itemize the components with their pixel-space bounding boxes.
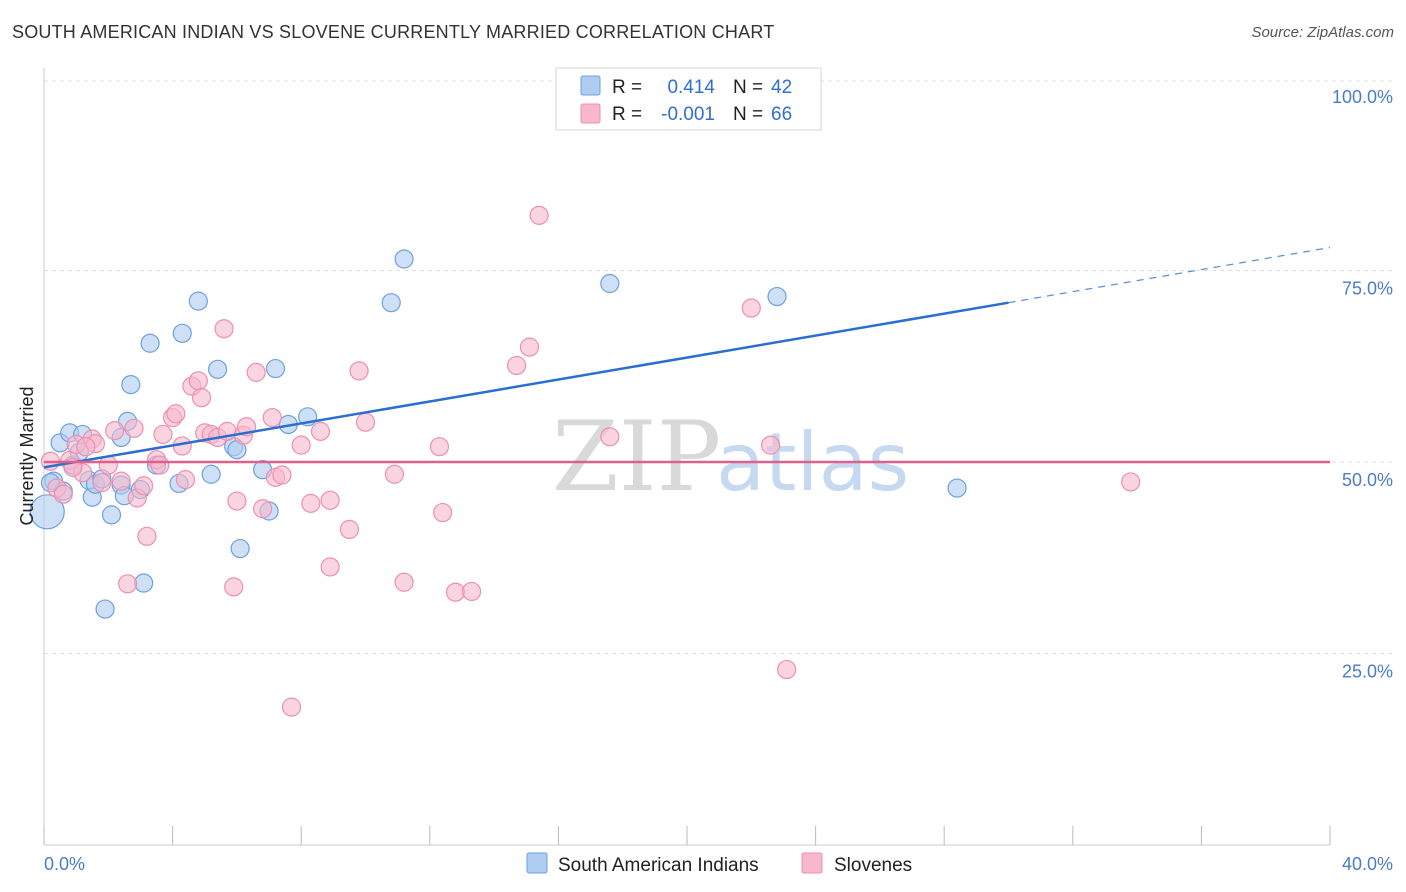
stats-swatch-south-american-indians: [580, 75, 601, 96]
point-south-american-indian-22: [188, 291, 208, 311]
point-south-american-indian-38: [947, 478, 967, 498]
point-slovene-52: [429, 437, 450, 457]
point-slovene-48: [349, 361, 369, 381]
point-slovene-13: [124, 418, 144, 438]
x-tick-label-min: 0.0%: [44, 854, 85, 874]
watermark-zip: ZIP: [552, 401, 721, 513]
point-slovene-38: [262, 407, 282, 428]
point-slovene-18: [150, 455, 170, 475]
stats-legend: R = 0.414 N = 42 R = -0.001 N = 66: [555, 67, 822, 131]
trend-lines: [43, 246, 1331, 469]
point-slovene-12: [117, 574, 138, 594]
point-slovene-32: [224, 577, 244, 597]
point-slovene-44: [310, 421, 331, 441]
x-tick-label-max: 40.0%: [1342, 854, 1393, 874]
point-slovene-23: [175, 470, 196, 490]
point-slovene-8: [92, 473, 112, 493]
point-south-american-indian-23: [201, 464, 221, 484]
point-slovene-15: [134, 476, 154, 496]
stats-n-label-1: N =: [733, 77, 763, 98]
point-slovene-33: [227, 491, 247, 511]
point-slovene-9: [98, 455, 118, 475]
point-south-american-indian-18: [140, 333, 160, 353]
point-south-american-indian-16: [121, 375, 141, 395]
point-slovene-10: [105, 420, 125, 441]
point-slovene-64: [76, 437, 96, 457]
legend-label-slovenes: Slovenes: [834, 855, 912, 876]
point-south-american-indian-12: [101, 505, 122, 525]
legend-swatch-south-american-indians: [526, 852, 548, 874]
trend-line-south-american-indians-extension: [1008, 246, 1331, 304]
point-slovene-59: [600, 427, 620, 447]
point-south-american-indian-21: [172, 323, 192, 343]
point-south-american-indian-36: [600, 273, 620, 294]
point-south-american-indian-35: [95, 599, 115, 619]
stats-n-label-2: N =: [733, 104, 763, 125]
legend-swatch-slovenes: [801, 852, 823, 874]
point-slovene-55: [461, 581, 482, 602]
stats-r-label-1: R =: [612, 77, 642, 98]
point-slovene-40: [272, 465, 292, 485]
point-slovene-58: [529, 205, 549, 225]
stats-n-value-1: 42: [771, 77, 792, 98]
y-tick-label-50: 50.0%: [1342, 470, 1393, 490]
point-south-american-indian-0: [29, 494, 65, 530]
point-slovene-53: [433, 502, 453, 523]
point-slovene-63: [1121, 472, 1141, 492]
point-slovene-41: [281, 697, 302, 717]
y-tick-label-75: 75.0%: [1342, 279, 1393, 299]
point-slovene-46: [320, 557, 340, 577]
trend-line-south-american-indians: [43, 301, 1009, 469]
point-slovene-21: [166, 404, 186, 424]
stats-n-value-2: 66: [771, 104, 792, 125]
y-tick-label-25: 25.0%: [1342, 662, 1393, 682]
y-axis-label: Currently Married: [17, 386, 37, 525]
point-slovene-37: [253, 499, 273, 519]
point-south-american-indian-32: [381, 293, 401, 313]
point-slovene-45: [320, 490, 340, 510]
stats-r-value-1: 0.414: [667, 77, 715, 98]
point-slovene-56: [507, 355, 527, 376]
point-slovene-51: [394, 572, 414, 592]
point-slovene-19: [153, 424, 173, 445]
point-slovene-57: [519, 337, 540, 357]
data-points: [29, 205, 1141, 717]
stats-r-label-2: R =: [612, 104, 642, 125]
grid-lines: [44, 80, 1393, 654]
point-south-american-indian-29: [265, 358, 286, 379]
point-slovene-25: [188, 371, 208, 391]
point-south-american-indian-33: [394, 249, 414, 269]
point-slovene-61: [760, 435, 781, 455]
point-south-american-indian-26: [230, 538, 250, 559]
point-slovene-30: [214, 319, 234, 339]
point-slovene-16: [137, 526, 157, 546]
chart-title: SOUTH AMERICAN INDIAN VS SLOVENE CURRENT…: [12, 22, 775, 42]
point-slovene-60: [741, 298, 761, 318]
y-tick-label-100: 100.0%: [1332, 87, 1393, 107]
point-slovene-42: [291, 435, 311, 455]
legend-label-south-american-indians: South American Indians: [558, 855, 759, 876]
point-slovene-54: [445, 582, 466, 602]
point-south-american-indian-24: [208, 359, 228, 379]
point-slovene-62: [777, 659, 797, 680]
point-south-american-indian-37: [767, 286, 787, 307]
y-tick-labels: 100.0% 75.0% 50.0% 25.0%: [1332, 87, 1393, 682]
point-slovene-47: [339, 519, 360, 540]
stats-r-value-2: -0.001: [661, 104, 715, 125]
point-slovene-11: [111, 471, 131, 491]
point-slovene-36: [246, 362, 266, 382]
series-legend: South American Indians Slovenes: [526, 852, 912, 876]
point-slovene-50: [384, 464, 405, 484]
stats-swatch-slovenes: [580, 103, 601, 124]
point-slovene-49: [355, 412, 376, 432]
point-slovene-2: [53, 484, 73, 504]
point-slovene-26: [191, 388, 212, 408]
point-slovene-43: [301, 493, 321, 513]
source-label: Source: ZipAtlas.com: [1251, 24, 1394, 41]
point-south-american-indian-34: [134, 573, 154, 593]
